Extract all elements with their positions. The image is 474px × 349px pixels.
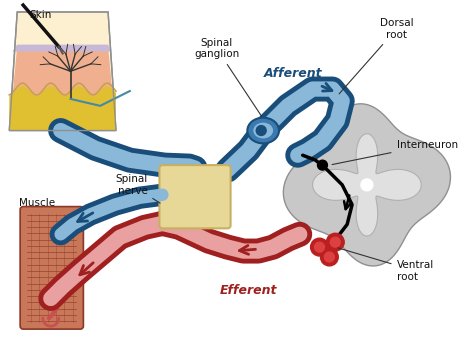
Polygon shape	[312, 134, 421, 236]
Circle shape	[256, 126, 266, 135]
Circle shape	[320, 248, 338, 266]
Circle shape	[361, 179, 373, 191]
Text: Spinal
ganglion: Spinal ganglion	[194, 38, 262, 116]
Text: Muscle: Muscle	[19, 198, 55, 208]
Polygon shape	[9, 46, 116, 131]
Text: Interneuron: Interneuron	[332, 140, 458, 165]
Ellipse shape	[253, 122, 273, 139]
Text: Efferent: Efferent	[219, 284, 277, 297]
Text: Spinal
nerve: Spinal nerve	[115, 174, 160, 203]
Circle shape	[318, 160, 328, 170]
Polygon shape	[12, 45, 111, 52]
Polygon shape	[9, 86, 116, 131]
Text: Dorsal
root: Dorsal root	[339, 18, 413, 94]
Circle shape	[315, 242, 324, 252]
Polygon shape	[9, 12, 116, 131]
Ellipse shape	[247, 118, 279, 143]
Text: Ventral
root: Ventral root	[338, 248, 434, 282]
FancyBboxPatch shape	[20, 207, 83, 329]
FancyBboxPatch shape	[159, 165, 230, 228]
Circle shape	[310, 238, 328, 256]
Circle shape	[330, 237, 340, 247]
Circle shape	[324, 252, 334, 262]
Circle shape	[327, 233, 344, 251]
Polygon shape	[283, 104, 450, 266]
Text: Skin: Skin	[29, 10, 51, 20]
Text: Afferent: Afferent	[264, 67, 322, 80]
